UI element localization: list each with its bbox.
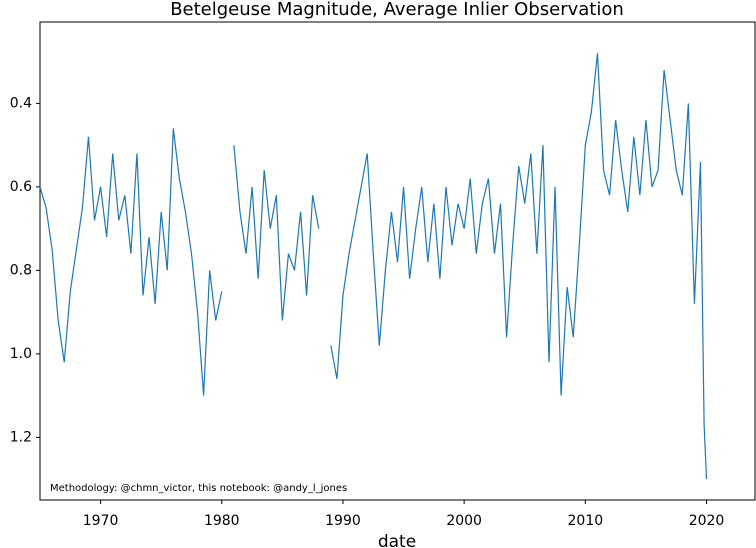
y-tick-label: 1.0 (10, 346, 32, 362)
x-tick-label: 1980 (204, 513, 240, 529)
annotation: Methodology: @chmn_victor, this notebook… (50, 483, 347, 494)
x-tick-label: 2010 (568, 513, 604, 529)
chart-title: Betelgeuse Magnitude, Average Inlier Obs… (170, 0, 624, 20)
x-axis-label: date (378, 532, 416, 548)
x-tick-label: 1970 (83, 513, 119, 529)
y-tick-label: 1.2 (10, 429, 32, 445)
y-tick-label: 0.4 (10, 95, 32, 111)
x-tick-label: 1990 (325, 513, 361, 529)
x-tick-label: 2000 (446, 513, 482, 529)
x-tick-label: 2020 (689, 513, 725, 529)
y-tick-label: 0.6 (10, 179, 32, 195)
plot-frame (39, 21, 756, 501)
data-line (39, 53, 708, 480)
y-tick-label: 0.8 (10, 262, 32, 278)
